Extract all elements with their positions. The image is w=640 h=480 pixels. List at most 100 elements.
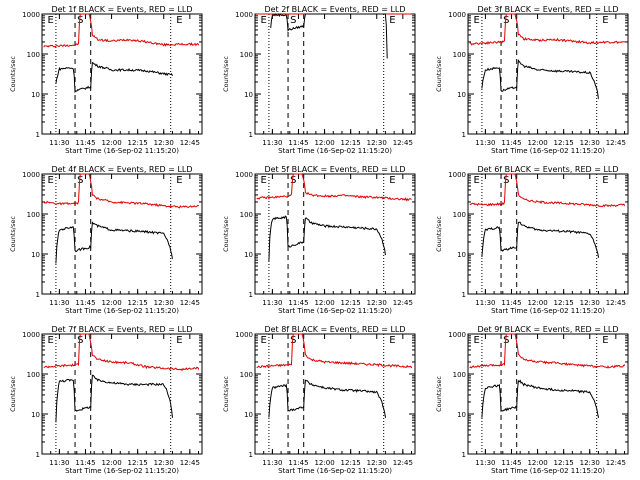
- y-tick-label: 100: [27, 211, 40, 219]
- marker-e: E: [389, 15, 395, 26]
- x-tick-label: 12:45: [393, 299, 413, 307]
- y-tick-label: 100: [240, 371, 253, 379]
- x-tick-label: 12:15: [554, 299, 574, 307]
- chart-title: Det 7f BLACK = Events, RED = LLD: [51, 325, 192, 334]
- panel-4: Det 4f BLACK = Events, RED = LLD 1 10 100 10…: [9, 165, 203, 315]
- plot-frame: [467, 333, 629, 455]
- x-tick-label: 12:30: [154, 139, 174, 147]
- x-tick-label: 12:30: [367, 459, 387, 467]
- marker-s: S: [503, 335, 509, 346]
- x-tick-label: 12:15: [341, 459, 361, 467]
- y-axis-label: Counts/sec: [9, 216, 17, 252]
- x-tick-label: 12:00: [101, 299, 121, 307]
- marker-e: E: [261, 175, 267, 186]
- x-tick-label: 11:45: [501, 139, 521, 147]
- events-series-line: [55, 374, 173, 423]
- lld-series-line: [256, 173, 412, 202]
- x-tick-label: 12:15: [128, 139, 148, 147]
- events-series-line: [481, 379, 599, 418]
- y-tick-label: 1000: [235, 171, 253, 179]
- x-axis-label: Start Time (16-Sep-02 11:15:20): [278, 467, 392, 475]
- panel-1: Det 1f BLACK = Events, RED = LLD 1 10 100 10…: [9, 5, 203, 155]
- y-tick-label: 100: [453, 371, 466, 379]
- marker-s: S: [77, 175, 83, 186]
- panel-8: Det 8f BLACK = Events, RED = LLD 1 10 100 10…: [222, 325, 416, 475]
- panel-2: Det 2f BLACK = Events, RED = LLD 1 10 100 10…: [222, 5, 416, 155]
- events-series-line: [270, 13, 388, 59]
- y-tick-label: 1: [36, 131, 40, 139]
- x-tick-label: 12:45: [393, 459, 413, 467]
- x-axis-label: Start Time (16-Sep-02 11:15:20): [65, 307, 179, 315]
- y-axis-label: Counts/sec: [222, 56, 230, 92]
- x-tick-label: 11:30: [475, 299, 495, 307]
- events-series-line: [268, 379, 386, 418]
- x-tick-label: 12:45: [180, 299, 200, 307]
- x-tick-label: 12:45: [606, 139, 626, 147]
- x-tick-label: 12:15: [128, 299, 148, 307]
- plot-frame: [467, 173, 629, 295]
- lld-series-line: [43, 173, 199, 209]
- x-tick-label: 12:00: [101, 459, 121, 467]
- y-tick-label: 100: [453, 211, 466, 219]
- x-tick-label: 12:00: [527, 459, 547, 467]
- y-axis-label: Counts/sec: [435, 376, 443, 412]
- y-tick-label: 1: [462, 451, 466, 459]
- chart-title: Det 9f BLACK = Events, RED = LLD: [477, 325, 618, 334]
- chart-title: Det 4f BLACK = Events, RED = LLD: [51, 165, 192, 174]
- marker-e: E: [176, 335, 182, 346]
- marker-s: S: [77, 335, 83, 346]
- y-tick-label: 10: [244, 251, 253, 259]
- marker-e: E: [48, 175, 54, 186]
- events-series-line: [481, 59, 599, 99]
- marker-s: S: [503, 15, 509, 26]
- y-tick-label: 100: [27, 51, 40, 59]
- x-tick-label: 12:00: [314, 299, 334, 307]
- x-tick-label: 11:30: [262, 299, 282, 307]
- y-axis-label: Counts/sec: [9, 376, 17, 412]
- lld-series-line: [469, 173, 625, 208]
- x-tick-label: 11:45: [75, 299, 95, 307]
- marker-s: S: [290, 175, 296, 186]
- panel-5: Det 5f BLACK = Events, RED = LLD 1 10 100 10…: [222, 165, 416, 315]
- panel-9: Det 9f BLACK = Events, RED = LLD 1 10 100 10…: [435, 325, 629, 475]
- plot-frame: [41, 333, 203, 455]
- plot-frame: [41, 173, 203, 295]
- y-axis-label: Counts/sec: [435, 56, 443, 92]
- x-tick-label: 12:15: [128, 459, 148, 467]
- x-tick-label: 11:30: [49, 459, 69, 467]
- y-tick-label: 1000: [235, 11, 253, 19]
- x-tick-label: 11:30: [475, 139, 495, 147]
- lld-series-line: [469, 333, 625, 369]
- marker-e: E: [389, 335, 395, 346]
- chart-title: Det 2f BLACK = Events, RED = LLD: [264, 5, 405, 14]
- x-tick-label: 11:30: [49, 299, 69, 307]
- x-tick-label: 11:45: [501, 299, 521, 307]
- x-tick-label: 12:30: [367, 299, 387, 307]
- y-tick-label: 10: [31, 411, 40, 419]
- x-tick-label: 12:15: [341, 139, 361, 147]
- x-tick-label: 12:15: [554, 459, 574, 467]
- y-axis-label: Counts/sec: [222, 376, 230, 412]
- y-tick-label: 100: [453, 51, 466, 59]
- y-tick-label: 1000: [235, 331, 253, 339]
- marker-e: E: [474, 175, 480, 186]
- x-axis-label: Start Time (16-Sep-02 11:15:20): [65, 147, 179, 155]
- x-tick-label: 11:30: [262, 459, 282, 467]
- x-tick-label: 11:30: [49, 139, 69, 147]
- x-tick-label: 11:45: [288, 139, 308, 147]
- x-tick-label: 12:45: [606, 459, 626, 467]
- x-axis-label: Start Time (16-Sep-02 11:15:20): [491, 307, 605, 315]
- y-tick-label: 1000: [448, 331, 466, 339]
- marker-s: S: [77, 15, 83, 26]
- x-axis-label: Start Time (16-Sep-02 11:15:20): [491, 147, 605, 155]
- panel-6: Det 6f BLACK = Events, RED = LLD 1 10 100 10…: [435, 165, 629, 315]
- x-tick-label: 12:45: [180, 459, 200, 467]
- x-axis-label: Start Time (16-Sep-02 11:15:20): [65, 467, 179, 475]
- marker-s: S: [503, 175, 509, 186]
- marker-e: E: [48, 15, 54, 26]
- y-tick-label: 1: [36, 291, 40, 299]
- x-tick-label: 11:45: [501, 459, 521, 467]
- lld-series-line: [256, 333, 412, 369]
- panel-7: Det 7f BLACK = Events, RED = LLD 1 10 100 10…: [9, 325, 203, 475]
